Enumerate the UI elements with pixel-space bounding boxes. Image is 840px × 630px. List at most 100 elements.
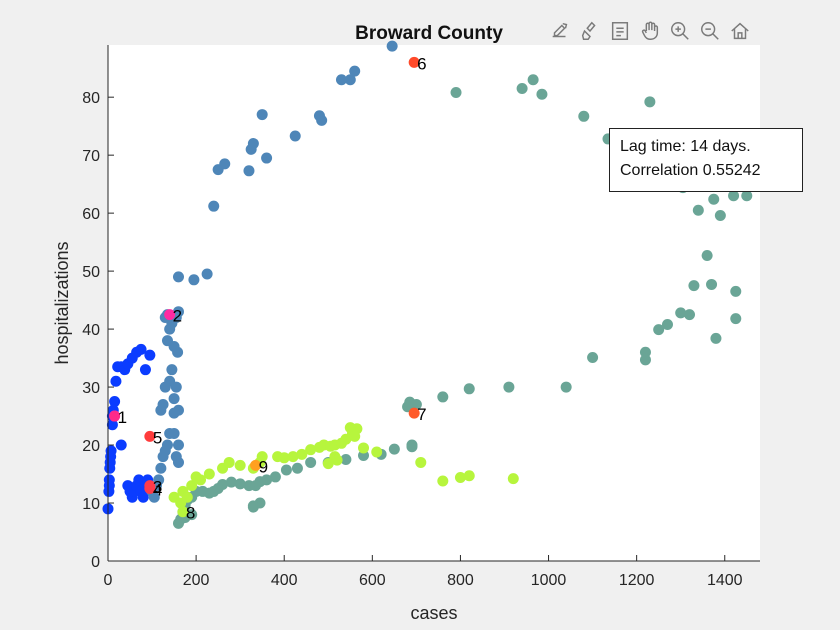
x-tick-label: 1000	[531, 572, 567, 589]
data-point	[243, 165, 255, 177]
y-tick-label: 30	[82, 380, 100, 397]
data-point	[706, 278, 718, 290]
data-point	[296, 448, 308, 460]
highlight-point	[177, 506, 189, 518]
data-point	[661, 318, 673, 330]
data-point	[135, 343, 147, 355]
legend-icon[interactable]	[608, 19, 632, 43]
data-point	[289, 130, 301, 142]
data-point	[322, 458, 334, 470]
highlight-label: 9	[259, 457, 268, 476]
highlight-point	[109, 410, 121, 422]
data-point	[137, 491, 149, 503]
y-tick-label: 80	[82, 90, 100, 107]
data-point	[172, 306, 184, 318]
data-point	[219, 158, 231, 170]
data-point	[172, 404, 184, 416]
chart-title: Broward County	[355, 23, 503, 44]
data-point	[587, 351, 599, 363]
axes	[107, 45, 760, 562]
data-point	[256, 451, 268, 463]
data-point	[344, 422, 356, 434]
data-point	[701, 249, 713, 261]
data-point	[110, 375, 122, 387]
zoom-out-icon[interactable]	[698, 19, 722, 43]
data-point	[188, 274, 200, 286]
data-point	[172, 271, 184, 283]
data-point	[463, 470, 475, 482]
export-icon[interactable]	[548, 19, 572, 43]
highlight-label: 5	[153, 428, 162, 447]
highlight-point	[144, 430, 156, 442]
data-point	[223, 456, 235, 468]
data-point	[144, 349, 156, 361]
data-point	[415, 456, 427, 468]
x-tick-label: 1200	[619, 572, 655, 589]
data-point	[305, 444, 317, 456]
data-point	[454, 472, 466, 484]
data-point	[269, 471, 281, 483]
x-axis-ticks: 0 200 400 600 800 1000 1200 1400	[104, 555, 743, 589]
data-point	[344, 74, 356, 86]
plot-area	[108, 45, 760, 561]
data-point	[181, 491, 193, 503]
data-point	[639, 346, 651, 358]
highlight-point	[408, 407, 420, 419]
data-point	[157, 398, 169, 410]
y-axis-ticks: 0 10 20 30 40 50 60 70 80	[82, 90, 114, 571]
data-point	[195, 474, 207, 486]
data-point	[261, 152, 273, 164]
highlight-label: 3	[153, 478, 162, 497]
data-point	[730, 313, 742, 325]
data-point	[305, 456, 317, 468]
pan-icon[interactable]	[638, 19, 662, 43]
correlation-text: Correlation 0.55242	[620, 162, 761, 179]
data-point	[527, 74, 539, 86]
data-point	[437, 475, 449, 487]
data-point	[708, 193, 720, 205]
data-point	[243, 480, 255, 492]
data-point	[291, 462, 303, 474]
x-tick-label: 0	[104, 572, 113, 589]
data-point	[536, 88, 548, 100]
data-point	[684, 309, 696, 321]
data-point	[109, 396, 121, 408]
data-point	[225, 476, 237, 488]
highlight-label: 6	[417, 54, 426, 73]
data-point	[278, 452, 290, 464]
data-point	[161, 335, 173, 347]
y-tick-label: 50	[82, 264, 100, 281]
data-point	[503, 381, 515, 393]
x-tick-label: 800	[447, 572, 474, 589]
data-point	[172, 439, 184, 451]
y-tick-label: 0	[91, 554, 100, 571]
data-point	[639, 354, 651, 366]
y-tick-label: 70	[82, 148, 100, 165]
highlight-point	[408, 56, 420, 68]
data-point	[340, 454, 352, 466]
highlight-label: 8	[186, 504, 195, 523]
data-point	[692, 204, 704, 216]
y-tick-label: 10	[82, 496, 100, 513]
highlight-label: 2	[173, 307, 182, 326]
data-point	[172, 346, 184, 358]
brush-icon[interactable]	[578, 19, 602, 43]
data-point	[106, 419, 118, 431]
data-point	[675, 307, 687, 319]
data-point	[172, 456, 184, 468]
data-point	[507, 473, 519, 485]
zoom-in-icon[interactable]	[668, 19, 692, 43]
highlight-label: 4	[153, 481, 162, 500]
data-point	[115, 439, 127, 451]
data-point	[105, 445, 117, 457]
data-point	[208, 200, 220, 212]
data-point	[148, 491, 160, 503]
data-point	[256, 109, 268, 121]
y-tick-label: 40	[82, 322, 100, 339]
home-icon[interactable]	[728, 19, 752, 43]
data-point	[316, 114, 328, 126]
data-point	[406, 441, 418, 453]
data-point	[644, 96, 656, 108]
data-point	[247, 138, 259, 150]
